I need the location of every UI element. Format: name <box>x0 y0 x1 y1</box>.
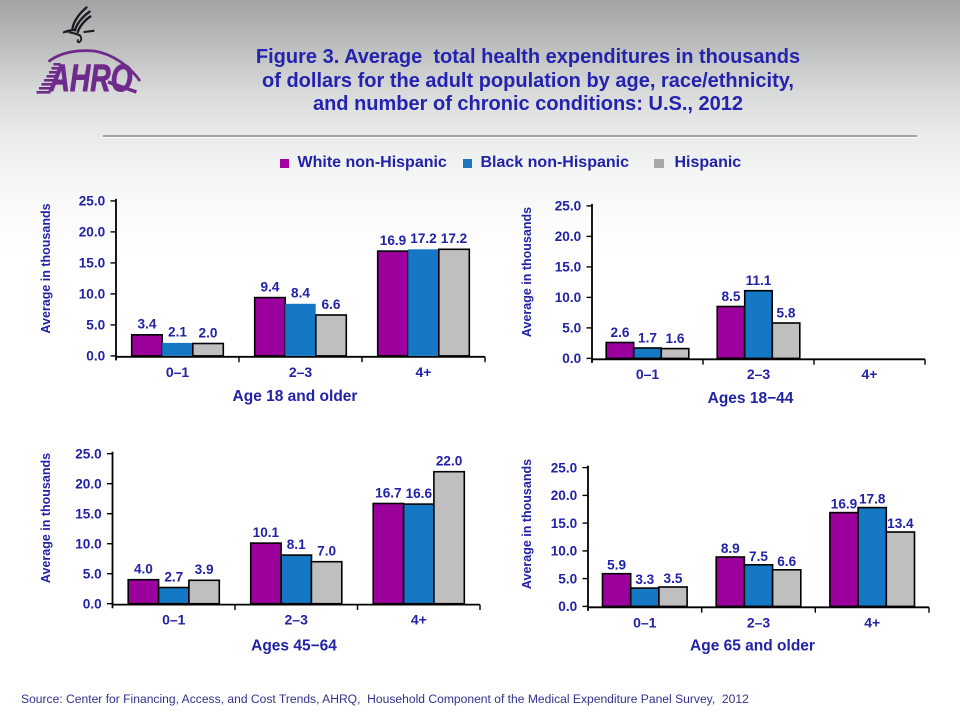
svg-text:0–1: 0–1 <box>166 364 190 380</box>
svg-text:15.0: 15.0 <box>75 506 101 521</box>
svg-text:10.0: 10.0 <box>79 287 105 302</box>
svg-text:Ages 18−44: Ages 18−44 <box>708 390 794 407</box>
svg-text:16.9: 16.9 <box>380 233 407 248</box>
svg-text:2–3: 2–3 <box>747 366 771 382</box>
svg-text:0.0: 0.0 <box>562 351 581 366</box>
svg-text:0–1: 0–1 <box>162 612 186 628</box>
svg-text:5.8: 5.8 <box>777 306 796 321</box>
svg-text:25.0: 25.0 <box>551 460 577 475</box>
svg-text:17.2: 17.2 <box>441 231 468 246</box>
svg-text:25.0: 25.0 <box>79 194 105 209</box>
svg-text:5.0: 5.0 <box>83 566 102 581</box>
svg-text:5.0: 5.0 <box>86 318 105 333</box>
svg-text:4+: 4+ <box>862 366 878 382</box>
svg-text:17.2: 17.2 <box>410 231 437 246</box>
svg-text:2–3: 2–3 <box>285 612 309 628</box>
svg-text:17.8: 17.8 <box>859 492 886 507</box>
svg-text:3.4: 3.4 <box>138 317 157 332</box>
svg-text:8.4: 8.4 <box>291 286 310 301</box>
svg-text:20.0: 20.0 <box>551 488 577 503</box>
svg-text:2.7: 2.7 <box>164 569 183 584</box>
svg-text:5.0: 5.0 <box>558 571 577 586</box>
svg-text:Average in thousands: Average in thousands <box>39 203 53 333</box>
svg-text:Average in thousands: Average in thousands <box>520 207 534 337</box>
svg-text:Average in thousands: Average in thousands <box>520 459 534 589</box>
svg-text:Age 65 and older: Age 65 and older <box>690 638 815 655</box>
svg-text:10.0: 10.0 <box>555 290 581 305</box>
svg-text:0.0: 0.0 <box>86 349 105 364</box>
svg-text:5.9: 5.9 <box>607 558 626 573</box>
svg-text:20.0: 20.0 <box>555 229 581 244</box>
svg-text:2.0: 2.0 <box>199 325 218 340</box>
svg-text:2.6: 2.6 <box>611 325 630 340</box>
svg-text:25.0: 25.0 <box>555 199 581 214</box>
svg-text:25.0: 25.0 <box>75 446 101 461</box>
svg-text:4+: 4+ <box>411 612 427 628</box>
svg-text:11.1: 11.1 <box>746 273 772 288</box>
svg-text:20.0: 20.0 <box>79 225 105 240</box>
svg-text:3.3: 3.3 <box>635 572 654 587</box>
svg-text:22.0: 22.0 <box>436 454 462 469</box>
svg-text:0–1: 0–1 <box>636 366 660 382</box>
svg-text:5.0: 5.0 <box>562 321 581 336</box>
svg-text:8.5: 8.5 <box>722 289 741 304</box>
svg-text:10.0: 10.0 <box>551 544 577 559</box>
svg-text:13.4: 13.4 <box>887 516 914 531</box>
svg-text:4+: 4+ <box>416 364 432 380</box>
svg-text:0.0: 0.0 <box>558 599 577 614</box>
svg-text:3.5: 3.5 <box>664 571 683 586</box>
svg-text:2.1: 2.1 <box>168 325 187 340</box>
svg-text:Age 18 and older: Age 18 and older <box>233 388 358 405</box>
svg-text:Ages 45−64: Ages 45−64 <box>251 638 337 655</box>
svg-text:7.5: 7.5 <box>749 549 768 564</box>
svg-text:3.9: 3.9 <box>195 562 214 577</box>
svg-text:15.0: 15.0 <box>555 260 581 275</box>
svg-text:1.7: 1.7 <box>638 331 657 346</box>
svg-text:2–3: 2–3 <box>289 364 313 380</box>
svg-text:4.0: 4.0 <box>134 562 153 577</box>
svg-text:6.6: 6.6 <box>322 297 341 312</box>
svg-text:Average in thousands: Average in thousands <box>39 453 53 583</box>
svg-text:16.6: 16.6 <box>406 486 433 501</box>
svg-text:1.6: 1.6 <box>666 331 685 346</box>
svg-text:2–3: 2–3 <box>747 614 771 630</box>
svg-text:0–1: 0–1 <box>633 614 657 630</box>
svg-text:AHRO: AHRO <box>49 58 133 98</box>
svg-text:16.7: 16.7 <box>375 485 401 500</box>
svg-text:6.6: 6.6 <box>777 554 796 569</box>
svg-text:20.0: 20.0 <box>75 476 101 491</box>
svg-text:8.9: 8.9 <box>721 541 740 556</box>
svg-text:8.1: 8.1 <box>287 537 306 552</box>
svg-text:10.0: 10.0 <box>75 536 101 551</box>
svg-text:15.0: 15.0 <box>551 516 577 531</box>
svg-text:10.1: 10.1 <box>253 525 280 540</box>
svg-text:9.4: 9.4 <box>261 279 280 294</box>
svg-text:0.0: 0.0 <box>83 596 102 611</box>
svg-text:7.0: 7.0 <box>317 544 336 559</box>
svg-text:4+: 4+ <box>864 614 880 630</box>
svg-text:16.9: 16.9 <box>831 497 858 512</box>
svg-text:15.0: 15.0 <box>79 256 105 271</box>
